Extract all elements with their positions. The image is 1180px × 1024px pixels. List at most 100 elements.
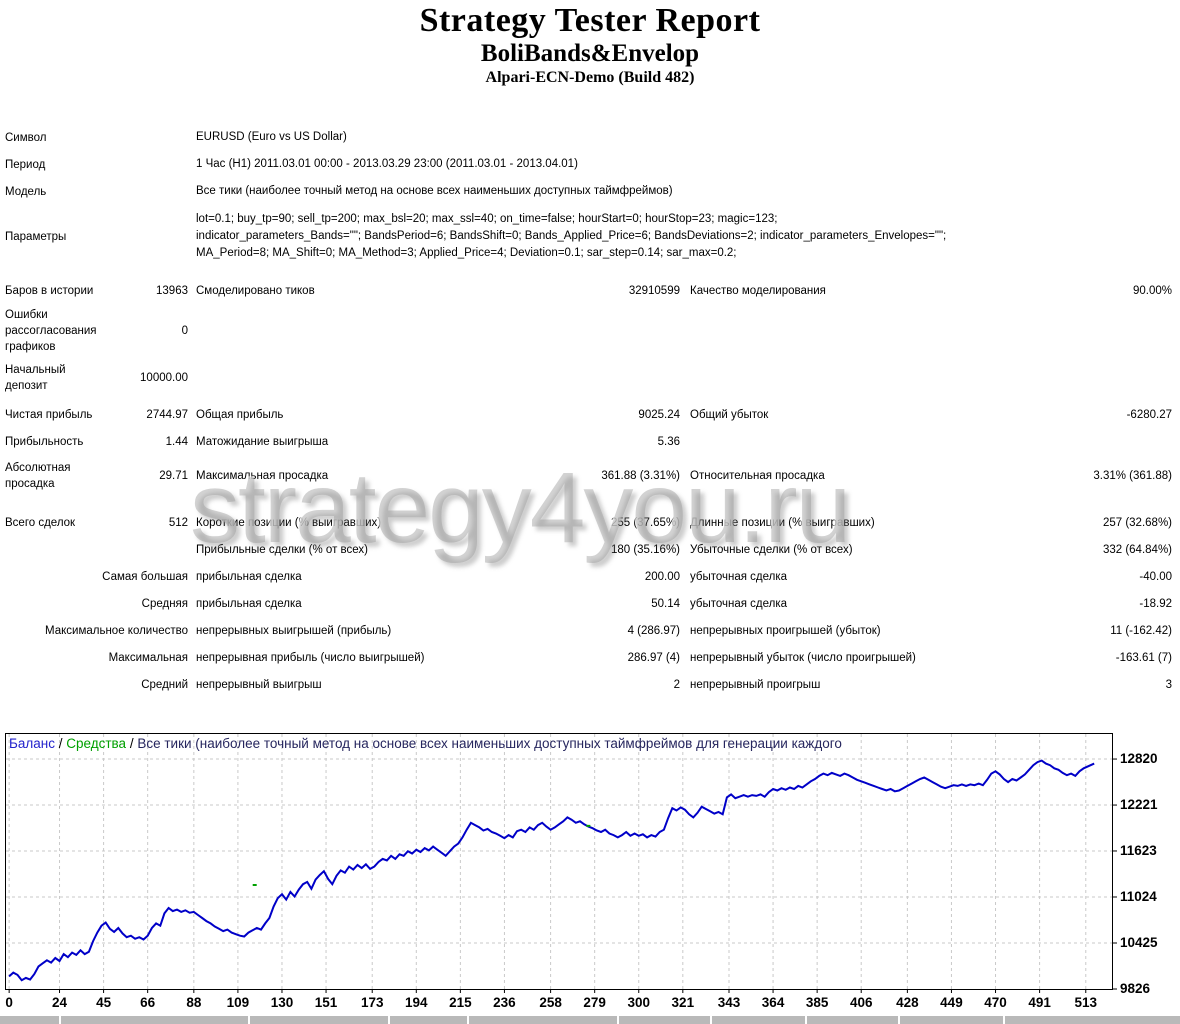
row-value: 332 (64.84%) xyxy=(1102,543,1172,556)
row-value: 10000.00 xyxy=(140,372,188,384)
row-label-cell: Баров в истории 13963 xyxy=(5,283,188,299)
row-label-cell: Чистая прибыль 2744.97 xyxy=(5,407,188,423)
x-axis-label: 364 xyxy=(761,995,785,1010)
row-cell: прибыльная сделка 200.00 xyxy=(196,571,680,583)
row-cell: непрерывный выигрыш 2 xyxy=(196,679,680,691)
row-cell: Убыточные сделки (% от всех) 332 (64.84%) xyxy=(690,544,1172,556)
table-row-model: Модель Все тики (наиболее точный метод на… xyxy=(5,178,1172,205)
balance-chart-canvas xyxy=(6,734,1117,993)
row-label: непрерывный проигрыш xyxy=(690,678,821,691)
row-label-cell: Модель xyxy=(5,184,188,200)
row-value: 2744.97 xyxy=(146,408,188,421)
row-cell: убыточная сделка -40.00 xyxy=(690,571,1172,583)
row-cell: убыточная сделка -18.92 xyxy=(690,598,1172,610)
x-axis-label: 300 xyxy=(627,995,650,1010)
x-axis-label: 151 xyxy=(314,995,338,1010)
row-value: 255 (37.65%) xyxy=(610,516,680,529)
table-header-cell-fragment xyxy=(250,1016,388,1024)
table-row-period: Период 1 Час (H1) 2011.03.01 00:00 - 2013… xyxy=(5,151,1172,178)
row-label: Период xyxy=(5,158,46,171)
table-header-cell-fragment xyxy=(1005,1016,1180,1024)
row-value: 5.36 xyxy=(657,435,680,448)
row-label-cell: Символ xyxy=(5,130,188,146)
row-label: убыточная сделка xyxy=(690,570,788,583)
row-cell: Качество моделирования 90.00% xyxy=(690,285,1172,297)
legend-equity-label: Средства xyxy=(66,736,127,751)
table-row-history-bars: Баров в истории 13963 Смоделировано тиков 3… xyxy=(5,277,1172,304)
row-cell: Короткие позиции (% выигравших) 255 (37.6… xyxy=(196,517,680,529)
row-value: 361.88 (3.31%) xyxy=(601,470,680,482)
row-value: 9025.24 xyxy=(638,408,680,421)
table-row-max-consecutive: Максимальное количество непрерывных выигр… xyxy=(5,617,1172,644)
row-label-cell: Начальный депозит 10000.00 xyxy=(5,362,188,394)
row-label: Самая большая xyxy=(102,570,188,583)
row-cell: Смоделировано тиков 32910599 xyxy=(196,285,680,297)
page-title: Strategy Tester Report xyxy=(419,2,761,39)
table-row-drawdown: Абсолютная просадка 29.71 Максимальная про… xyxy=(5,460,1172,492)
row-label: непрерывный убыток (число проигрышей) xyxy=(690,651,916,664)
legend-model-label: Все тики (наиболее точный метод на основ… xyxy=(137,736,842,751)
row-value: 90.00% xyxy=(1132,284,1172,297)
table-row-initial-deposit: Начальный депозит 10000.00 xyxy=(5,362,1172,394)
x-axis-label: 215 xyxy=(449,995,472,1010)
row-wide-value: 1 Час (H1) 2011.03.01 00:00 - 2013.03.29… xyxy=(196,158,578,170)
table-row-largest: Самая большая прибыльная сделка 200.00 убыт… xyxy=(5,563,1172,590)
row-label: Общая прибыль xyxy=(196,408,284,421)
row-cell: непрерывных выигрышей (прибыль) 4 (286.97… xyxy=(196,625,680,637)
report-header: Strategy Tester Report BoliBands&Envelop… xyxy=(0,2,1180,88)
y-axis-label: 9826 xyxy=(1120,981,1151,996)
x-axis-label: 66 xyxy=(140,995,156,1010)
row-label: Символ xyxy=(5,131,47,144)
row-label-cell: Самая большая xyxy=(5,569,188,585)
table-row-net-profit: Чистая прибыль 2744.97 Общая прибыль 9025.2… xyxy=(5,401,1172,428)
row-label: Прибыльность xyxy=(5,435,84,448)
table-row-parameters: Параметры lot=0.1; buy_tp=90; sell_tp=200… xyxy=(5,211,1172,262)
x-axis-label: 88 xyxy=(186,995,202,1010)
x-axis-label: 449 xyxy=(940,995,963,1010)
x-axis-label: 173 xyxy=(360,995,384,1010)
x-axis-label: 321 xyxy=(671,995,695,1010)
row-value: 13963 xyxy=(156,284,188,297)
row-label: Абсолютная просадка xyxy=(5,462,71,490)
row-cell: прибыльная сделка 50.14 xyxy=(196,598,680,610)
x-axis-label: 24 xyxy=(52,995,68,1010)
row-cell: Прибыльные сделки (% от всех) 180 (35.16%… xyxy=(196,544,680,556)
row-value: 286.97 (4) xyxy=(627,651,680,664)
row-label-cell: Максимальная xyxy=(5,650,188,666)
row-value: 512 xyxy=(168,516,188,529)
row-label-cell: Максимальное количество xyxy=(5,623,188,639)
row-label: Максимальная просадка xyxy=(196,470,329,482)
x-axis-label: 428 xyxy=(896,995,919,1010)
row-value: -6280.27 xyxy=(1126,408,1172,421)
row-label: Баров в истории xyxy=(5,284,94,297)
x-axis-label: 194 xyxy=(405,995,428,1010)
table-header-cell-fragment xyxy=(61,1016,248,1024)
x-axis-label: 385 xyxy=(805,995,829,1010)
table-header-cell-fragment xyxy=(900,1016,1003,1024)
row-label: прибыльная сделка xyxy=(196,597,302,610)
row-cell: непрерывный проигрыш 3 xyxy=(690,679,1172,691)
row-value: 0 xyxy=(181,325,188,337)
legend-balance-label: Баланс xyxy=(9,736,55,751)
row-label: Чистая прибыль xyxy=(5,408,93,421)
row-label: Начальный депозит xyxy=(5,364,66,392)
table-header-cell-fragment xyxy=(712,1016,805,1024)
row-value: 2 xyxy=(673,678,680,691)
row-label: убыточная сделка xyxy=(690,597,788,610)
row-cell: Длинные позиции (% выигравших) 257 (32.68… xyxy=(690,517,1172,529)
balance-line xyxy=(8,759,1095,982)
next-table-header-strip xyxy=(0,1016,1180,1024)
row-label: Всего сделок xyxy=(5,516,76,529)
row-label: непрерывная прибыль (число выигрышей) xyxy=(196,651,425,664)
x-axis-label: 406 xyxy=(849,995,873,1010)
row-label-cell: Прибыльность 1.44 xyxy=(5,434,188,450)
row-value: -40.00 xyxy=(1139,570,1172,583)
row-cell: непрерывная прибыль (число выигрышей) 286… xyxy=(196,652,680,664)
table-header-cell-fragment xyxy=(807,1016,898,1024)
row-cell: Матожидание выигрыша 5.36 xyxy=(196,436,680,448)
row-cell: непрерывных проигрышей (убыток) 11 (-162.… xyxy=(690,625,1172,637)
row-value: 29.71 xyxy=(159,470,188,482)
x-axis-label: 279 xyxy=(583,995,606,1010)
row-cell: Относительная просадка 3.31% (361.88) xyxy=(690,470,1172,482)
